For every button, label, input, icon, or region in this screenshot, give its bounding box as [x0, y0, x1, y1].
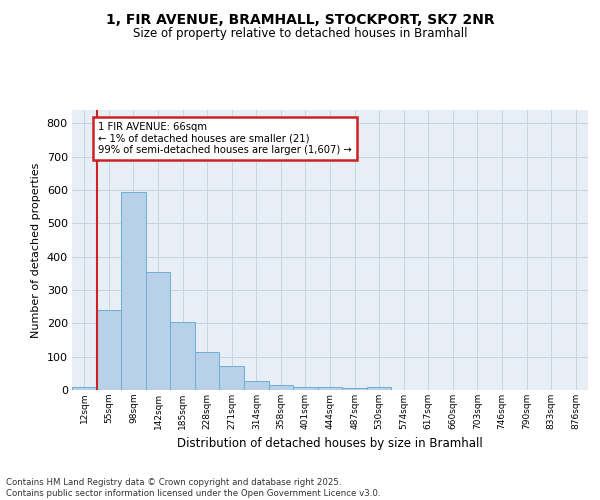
- Text: 1, FIR AVENUE, BRAMHALL, STOCKPORT, SK7 2NR: 1, FIR AVENUE, BRAMHALL, STOCKPORT, SK7 …: [106, 12, 494, 26]
- Bar: [367, 388, 391, 390]
- Bar: [72, 388, 97, 390]
- Text: Size of property relative to detached houses in Bramhall: Size of property relative to detached ho…: [133, 28, 467, 40]
- Bar: [244, 380, 269, 390]
- Bar: [220, 366, 244, 390]
- Bar: [97, 310, 121, 390]
- Y-axis label: Number of detached properties: Number of detached properties: [31, 162, 41, 338]
- Bar: [269, 385, 293, 390]
- Bar: [121, 192, 146, 390]
- Text: 1 FIR AVENUE: 66sqm
← 1% of detached houses are smaller (21)
99% of semi-detache: 1 FIR AVENUE: 66sqm ← 1% of detached hou…: [98, 122, 352, 155]
- Bar: [146, 272, 170, 390]
- Text: Contains HM Land Registry data © Crown copyright and database right 2025.
Contai: Contains HM Land Registry data © Crown c…: [6, 478, 380, 498]
- Bar: [195, 352, 220, 390]
- Bar: [318, 388, 342, 390]
- Bar: [342, 388, 367, 390]
- Bar: [293, 386, 318, 390]
- X-axis label: Distribution of detached houses by size in Bramhall: Distribution of detached houses by size …: [177, 438, 483, 450]
- Bar: [170, 322, 195, 390]
